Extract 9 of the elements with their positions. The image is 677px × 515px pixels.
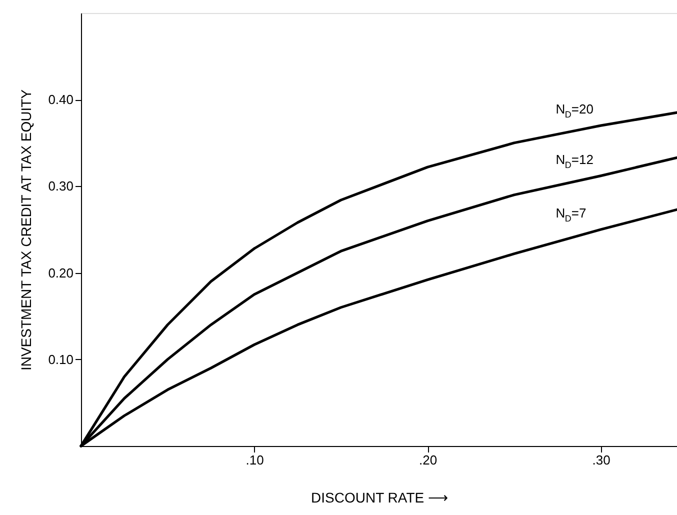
x-tick-label: .10 — [246, 452, 264, 468]
y-axis-title: INVESTMENT TAX CREDIT AT TAX EQUITY — [18, 88, 34, 371]
x-axis-title: DISCOUNT RATE ⟶ — [311, 490, 448, 506]
x-tick-label: .20 — [418, 452, 438, 468]
x-tick-label: .30 — [592, 452, 610, 468]
y-tick-label: 0.30 — [48, 178, 74, 194]
y-tick-label: 0.10 — [48, 352, 74, 367]
y-tick-label: 0.20 — [48, 265, 74, 280]
y-tick-label: 0.40 — [48, 92, 74, 108]
